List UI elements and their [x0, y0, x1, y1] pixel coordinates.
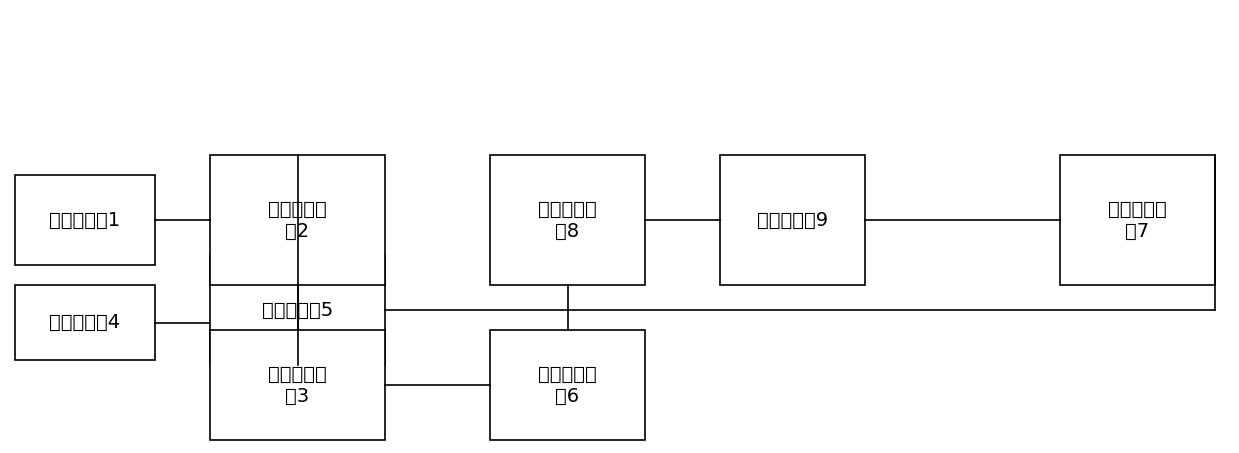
- Bar: [15, 175, 155, 265]
- Bar: [15, 285, 155, 360]
- Bar: [209, 330, 385, 440]
- Bar: [489, 330, 646, 440]
- Text: 红外接收电
路3: 红外接收电 路3: [268, 365, 327, 405]
- Text: 第一滤波电
路6: 第一滤波电 路6: [538, 365, 597, 405]
- Text: 第二滤波电
路7: 第二滤波电 路7: [1108, 199, 1167, 241]
- Text: 三极管电路9: 三极管电路9: [757, 211, 828, 230]
- Bar: [209, 155, 385, 285]
- Text: 分压稳压电
路8: 分压稳压电 路8: [538, 199, 597, 241]
- Text: 单片机电路5: 单片机电路5: [261, 300, 333, 319]
- Bar: [720, 155, 865, 285]
- Bar: [1061, 155, 1215, 285]
- Text: 信号输出端4: 信号输出端4: [50, 313, 120, 332]
- Text: 红外发射电
路2: 红外发射电 路2: [268, 199, 327, 241]
- Bar: [489, 155, 646, 285]
- Text: 电源输入端1: 电源输入端1: [50, 211, 120, 230]
- Bar: [209, 255, 385, 365]
